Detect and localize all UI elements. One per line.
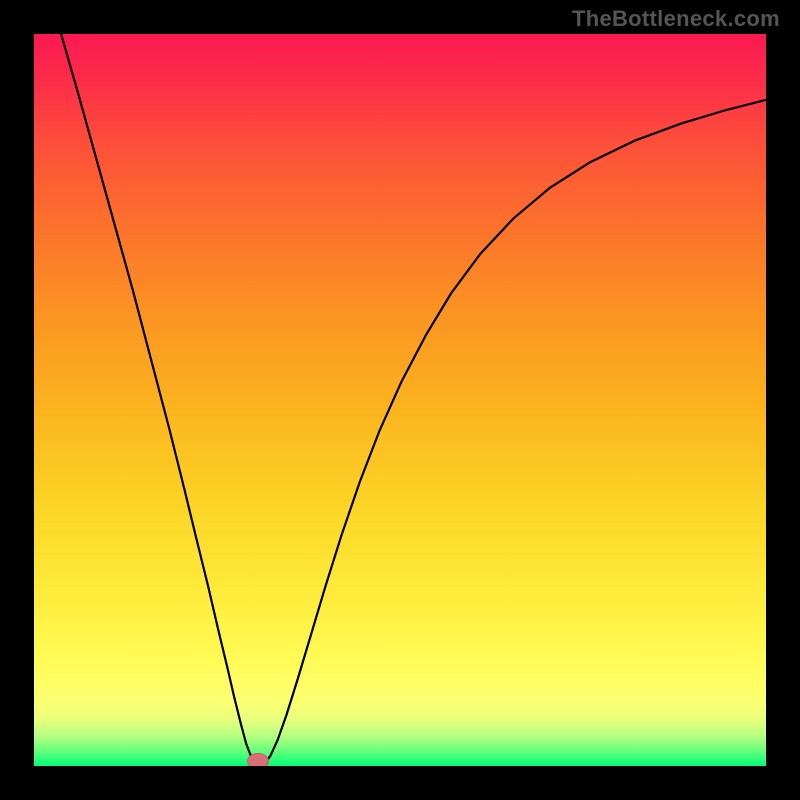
watermark-text: TheBottleneck.com xyxy=(572,6,780,32)
chart-frame: TheBottleneck.com xyxy=(0,0,800,800)
optimum-marker xyxy=(247,753,269,766)
bottleneck-curve xyxy=(34,34,766,766)
plot-area xyxy=(34,34,766,766)
